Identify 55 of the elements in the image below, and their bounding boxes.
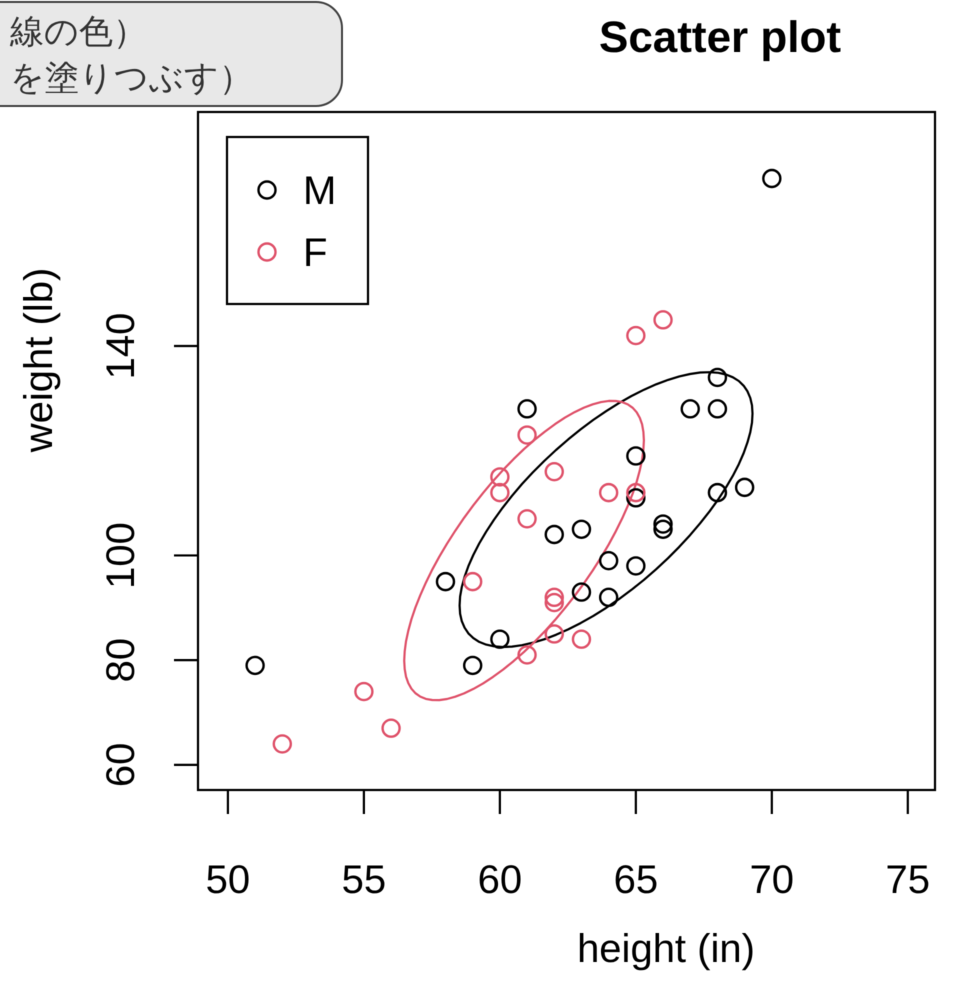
point	[544, 524, 564, 544]
point	[517, 509, 537, 528]
popup-note: 線の色） を塗りつぶす）	[0, 1, 343, 107]
point	[653, 310, 673, 330]
point	[517, 425, 537, 445]
y-tick-label: 100	[99, 522, 143, 589]
point	[572, 520, 592, 539]
point	[598, 588, 618, 608]
point	[544, 624, 564, 644]
point	[626, 446, 646, 466]
legend-label: F	[303, 231, 328, 275]
y-tick-label: 60	[99, 742, 143, 788]
point	[626, 488, 646, 508]
point	[544, 462, 564, 482]
x-tick-label: 70	[750, 858, 794, 902]
point	[490, 630, 510, 649]
point	[680, 399, 700, 419]
x-tick-label: 55	[342, 858, 386, 902]
legend-label: M	[303, 169, 336, 213]
point	[653, 520, 673, 539]
y-tick-label: 140	[99, 312, 143, 380]
point	[572, 582, 592, 602]
point	[517, 645, 537, 665]
point	[598, 550, 618, 570]
x-tick-label: 75	[886, 858, 930, 902]
point	[544, 592, 564, 612]
point	[598, 482, 618, 502]
y-tick-label: 80	[99, 638, 143, 682]
point	[626, 556, 646, 576]
point	[436, 572, 456, 592]
point	[572, 630, 592, 649]
point	[626, 482, 646, 502]
point	[381, 718, 401, 738]
point	[462, 572, 482, 592]
point	[245, 656, 265, 676]
y-axis-title: weight (lb)	[17, 268, 61, 454]
point	[708, 482, 728, 502]
point	[653, 514, 673, 534]
point	[354, 682, 374, 702]
x-tick-label: 60	[478, 858, 522, 902]
point	[272, 734, 292, 754]
x-tick-label: 50	[206, 858, 250, 902]
x-tick-label: 65	[614, 858, 658, 902]
point	[490, 482, 510, 502]
chart-title: Scatter plot	[598, 13, 842, 62]
x-axis-title: height (in)	[577, 927, 755, 971]
point	[544, 588, 564, 608]
point	[626, 326, 646, 346]
point	[734, 478, 754, 498]
point	[762, 168, 782, 188]
point	[517, 399, 537, 419]
point	[708, 368, 728, 388]
point	[708, 399, 728, 419]
point	[462, 656, 482, 676]
point	[490, 467, 510, 487]
